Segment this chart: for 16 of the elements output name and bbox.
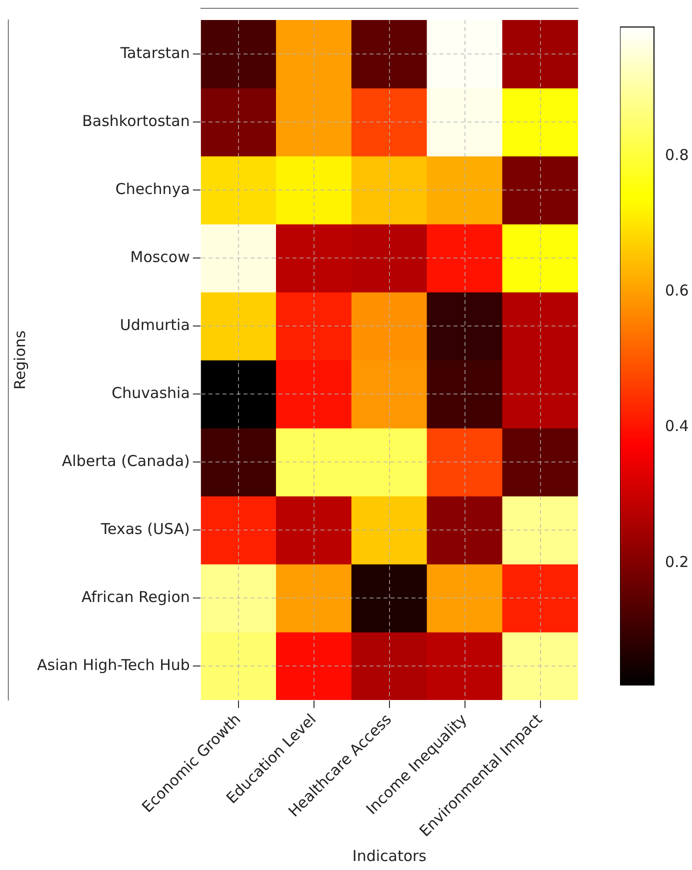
y-tick-label: Udmurtia [120, 316, 190, 334]
y-tick-label: Alberta (Canada) [62, 452, 190, 470]
y-tick-label: Chechnya [115, 180, 190, 198]
y-tick-label: African Region [81, 588, 190, 606]
y-tick-label: Moscow [130, 248, 190, 266]
y-tick-label: Asian High-Tech Hub [36, 656, 190, 674]
color-bar-label: 0.2 [665, 552, 689, 571]
y-tick-label: Bashkortostan [82, 112, 190, 130]
y-axis-title: Regions [10, 330, 29, 390]
y-tick-label: Chuvashia [112, 384, 190, 402]
color-bar-label: 0.6 [665, 281, 689, 300]
x-axis-title: Indicators [352, 846, 427, 865]
color-bar-label: 0.8 [665, 146, 689, 164]
color-bar-label: 0.4 [665, 417, 689, 436]
y-tick-label: Tatarstan [119, 44, 190, 62]
y-tick-label: Texas (USA) [100, 520, 190, 538]
